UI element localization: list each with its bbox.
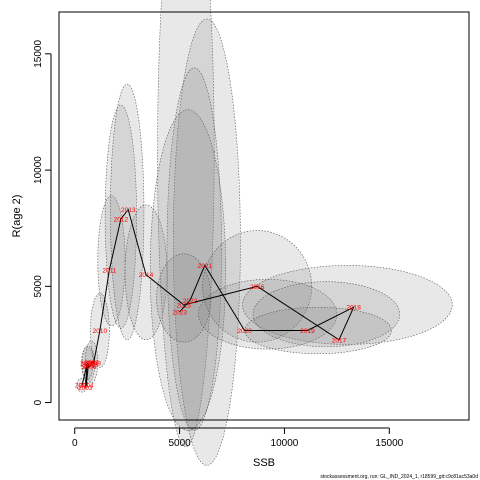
ellipse-2015 (157, 0, 215, 447)
ellipse-2013 (110, 83, 145, 341)
year-label-2005: 2005 (81, 362, 96, 369)
year-label-2002: 2002 (80, 361, 95, 368)
year-label-2022: 2022 (183, 298, 198, 305)
ellipse-2018 (242, 265, 453, 345)
year-label-2018: 2018 (346, 305, 361, 312)
ellipse-2020 (198, 279, 338, 350)
year-label-2001: 2001 (75, 383, 90, 390)
x-tick-label-5000: 5000 (168, 438, 191, 449)
y-tick-label-15000: 15000 (33, 40, 44, 68)
ellipse-2022 (166, 67, 222, 431)
year-label-2009: 2009 (86, 361, 101, 368)
year-label-2023: 2023 (172, 309, 187, 316)
y-tick-label-0: 0 (33, 399, 44, 405)
ellipse-2023 (149, 109, 227, 431)
year-label-2019: 2019 (300, 328, 315, 335)
sr-path (81, 208, 355, 388)
year-label-2010: 2010 (93, 328, 108, 335)
ellipse-2014 (124, 204, 168, 341)
stock-recruitment-line (81, 208, 355, 388)
year-label-2013: 2013 (121, 207, 136, 214)
ellipse-2012 (104, 104, 137, 329)
year-label-2007: 2007 (83, 363, 98, 370)
year-label-2020: 2020 (237, 328, 252, 335)
x-axis: 0 5000 10000 15000 (72, 427, 404, 449)
y-tick-label-10000: 10000 (33, 156, 44, 184)
year-label-2021: 2021 (198, 263, 213, 270)
plot-frame (58, 11, 470, 421)
year-label-2003: 2003 (78, 385, 93, 392)
x-tick-label-10000: 10000 (271, 438, 299, 449)
ellipse-2001 (76, 377, 88, 393)
y-tick-label-5000: 5000 (33, 275, 44, 298)
year-label-2006: 2006 (82, 364, 97, 371)
year-label-2011: 2011 (102, 268, 116, 275)
ellipse-2017 (244, 306, 392, 355)
confidence-ellipses (76, 0, 453, 466)
ellipse-2021 (172, 18, 241, 466)
y-axis: 0 5000 10000 15000 (33, 40, 52, 405)
year-label-2004: 2004 (79, 383, 94, 390)
year-label-2012: 2012 (114, 216, 129, 223)
footer-text: stockassessment.org, run: GL_IND_2024_1,… (320, 474, 478, 480)
x-tick-label-15000: 15000 (375, 438, 403, 449)
y-axis-title: R(age 2) (11, 195, 23, 238)
year-label-2017: 2017 (332, 337, 347, 344)
year-label-2008: 2008 (84, 359, 99, 366)
x-axis-title: SSB (253, 457, 275, 469)
x-tick-label-0: 0 (72, 438, 78, 449)
year-label-2014: 2014 (139, 272, 154, 279)
year-label-2015: 2015 (177, 302, 192, 309)
year-label-2016: 2016 (250, 284, 265, 291)
